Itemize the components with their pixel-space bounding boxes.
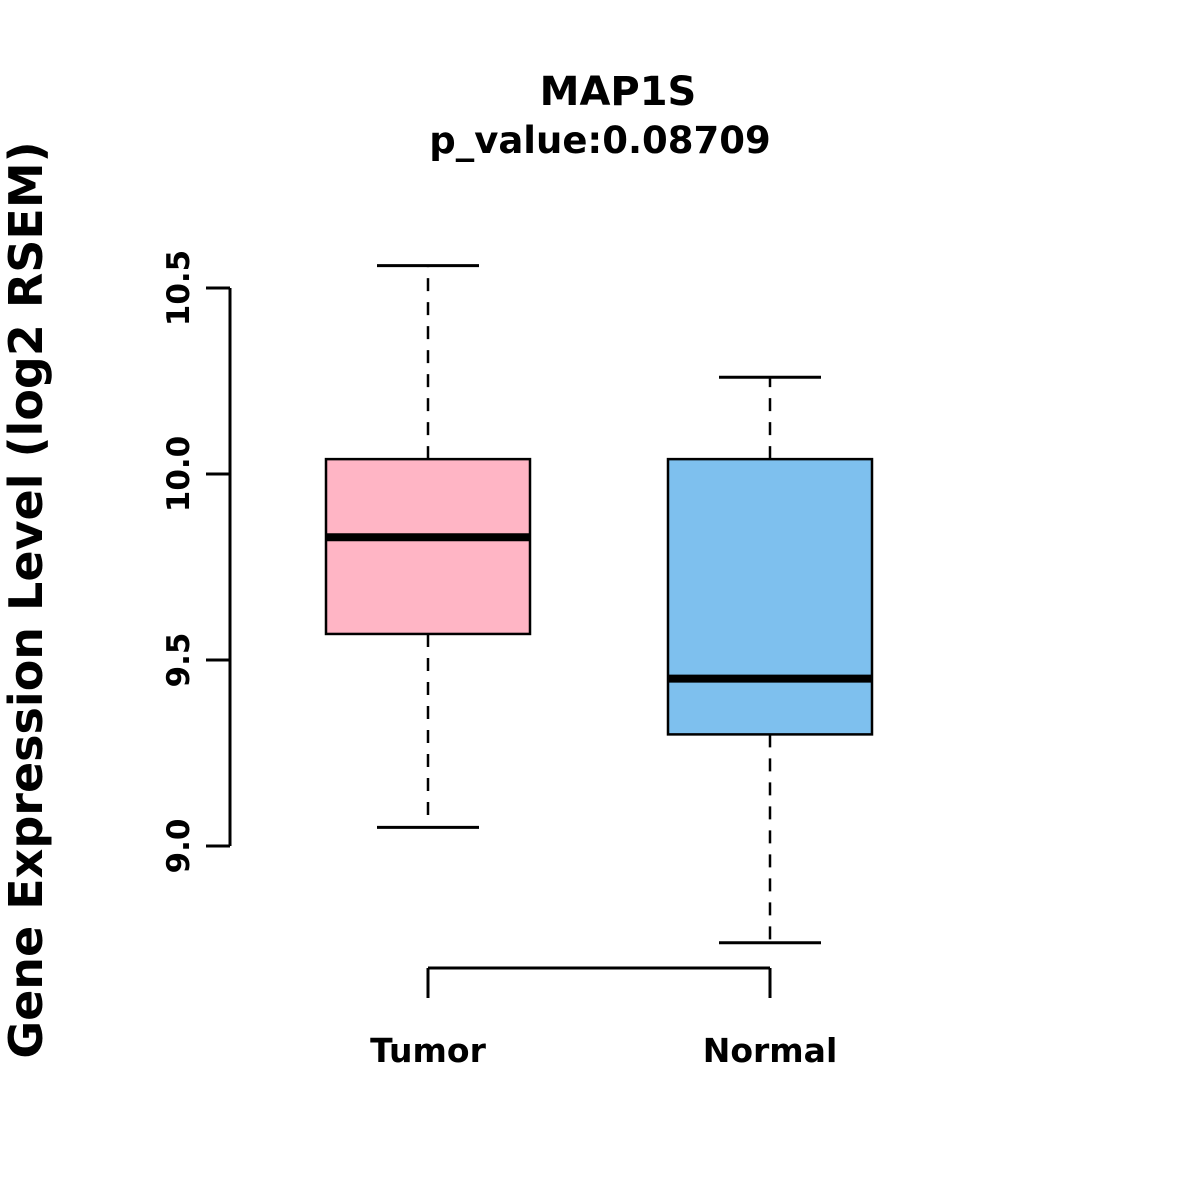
chart-title: MAP1S bbox=[540, 69, 697, 115]
category-label-tumor: Tumor bbox=[370, 1031, 486, 1070]
y-tick-label: 10.0 bbox=[161, 436, 197, 513]
y-tick-label: 9.5 bbox=[161, 633, 197, 688]
category-label-normal: Normal bbox=[703, 1031, 838, 1070]
y-tick-label: 10.5 bbox=[161, 250, 197, 327]
normal-box bbox=[666, 457, 874, 736]
tumor-box bbox=[324, 457, 532, 636]
plot-area: 9.0 9.5 10.0 10.5 Tumor Normal bbox=[161, 250, 874, 1070]
chart-subtitle: p_value:0.08709 bbox=[429, 119, 771, 162]
y-tick-label: 9.0 bbox=[161, 819, 197, 874]
y-axis-label: Gene Expression Level (log2 RSEM) bbox=[0, 141, 53, 1058]
